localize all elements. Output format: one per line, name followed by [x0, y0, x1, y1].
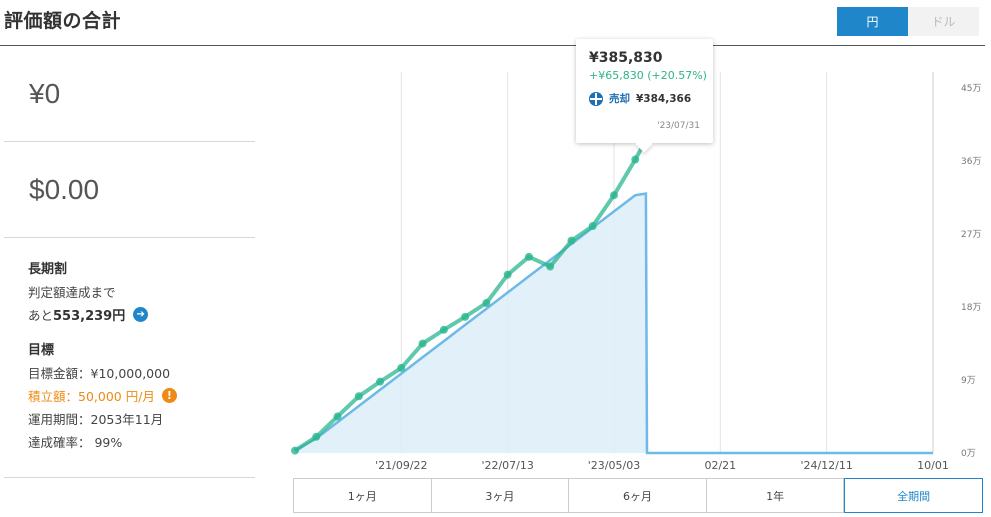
- value-point: [418, 339, 427, 348]
- tooltip-label: 売却: [609, 93, 630, 105]
- tooltip-sub-value: ¥384,366: [636, 92, 692, 105]
- value-point: [588, 222, 597, 231]
- goal-period: 運用期間：2053年11月: [28, 412, 164, 427]
- period-tab-1y[interactable]: 1年: [707, 479, 845, 512]
- y-tick-label: 36万: [961, 157, 981, 167]
- long-term-heading: 長期割: [28, 262, 68, 277]
- value-line: [293, 139, 648, 453]
- value-point: [546, 262, 555, 271]
- header: 評価額の合計 円 ドル: [0, 0, 985, 46]
- period-tabs: 1ヶ月 3ヶ月 6ヶ月 1年 全期間: [293, 478, 983, 513]
- value-point: [461, 312, 470, 321]
- x-tick-label: '24/12/11: [800, 459, 852, 470]
- x-tick-label: 10/01: [917, 459, 949, 470]
- goal-block: 長期割 判定額達成まで あと 553,239円 ➔ 目標 目標金額：¥10,00…: [4, 238, 255, 478]
- yen-button[interactable]: 円: [837, 7, 908, 36]
- goal-target-amount: 目標金額：¥10,000,000: [28, 366, 171, 381]
- value-point: [291, 446, 299, 455]
- x-tick-label: '21/09/22: [375, 459, 427, 470]
- x-tick-label: '22/07/13: [481, 459, 533, 470]
- monthly-contribution-text: 積立額：50,000 円/月: [28, 389, 155, 404]
- y-tick-label: 18万: [961, 303, 981, 313]
- remaining-prefix: あと: [28, 308, 54, 323]
- y-tick-label: 0万: [961, 449, 976, 459]
- value-point: [610, 191, 618, 200]
- y-tick-label: 9万: [961, 376, 976, 386]
- tooltip-date: '23/07/31: [657, 121, 700, 131]
- y-tick-label: 27万: [961, 230, 981, 240]
- value-point: [354, 392, 363, 401]
- dollar-button[interactable]: ドル: [908, 7, 979, 36]
- value-point: [482, 299, 491, 308]
- x-tick-label: '23/05/03: [588, 459, 640, 470]
- goal-monthly-contribution: 積立額：50,000 円/月 !: [28, 387, 255, 404]
- value-point: [524, 252, 533, 261]
- value-point: [312, 432, 321, 441]
- x-tick-label: 02/21: [704, 459, 736, 470]
- arrow-right-icon[interactable]: ➔: [133, 307, 149, 322]
- value-point: [567, 236, 576, 245]
- period-tab-all[interactable]: 全期間: [844, 478, 983, 513]
- period-tab-3m[interactable]: 3ヶ月: [432, 479, 570, 512]
- valuation-chart[interactable]: '21/09/22 '22/07/13 '23/05/03 02/21 '24/12/1…: [287, 66, 985, 470]
- sell-marker-icon: [589, 91, 603, 106]
- value-point: [503, 270, 512, 279]
- value-point: [631, 155, 640, 164]
- tooltip-value: ¥385,830: [589, 50, 663, 66]
- page-title: 評価額の合計: [4, 10, 122, 32]
- invested-area: [295, 193, 933, 453]
- warning-icon[interactable]: !: [161, 388, 177, 403]
- remaining-amount: 553,239円: [53, 309, 126, 324]
- value-point: [333, 412, 342, 421]
- tooltip-change: +¥65,830 (+20.57%): [589, 69, 707, 82]
- value-point: [439, 325, 448, 334]
- yen-value: ¥0: [4, 46, 255, 142]
- summary-panel: ¥0 $0.00 長期割 判定額達成まで あと 553,239円 ➔ 目標 目標…: [4, 46, 255, 478]
- period-tab-6m[interactable]: 6ヶ月: [569, 479, 707, 512]
- goal-probability: 達成確率： 99%: [28, 435, 123, 450]
- usd-value: $0.00: [4, 142, 255, 238]
- period-tab-1m[interactable]: 1ヶ月: [294, 479, 432, 512]
- currency-toggle: 円 ドル: [837, 7, 979, 36]
- long-term-line1: 判定額達成まで: [28, 285, 116, 300]
- long-term-remaining: あと 553,239円 ➔: [28, 306, 255, 324]
- value-point: [376, 377, 385, 386]
- goal-heading: 目標: [28, 343, 55, 358]
- y-tick-label: 45万: [961, 84, 981, 94]
- tooltip-sell-row: 売却 ¥384,366: [589, 91, 713, 106]
- chart-tooltip: ¥385,830 +¥65,830 (+20.57%) 売却 ¥384,366 …: [576, 39, 713, 143]
- invested-line: [294, 192, 933, 455]
- value-point: [397, 363, 406, 372]
